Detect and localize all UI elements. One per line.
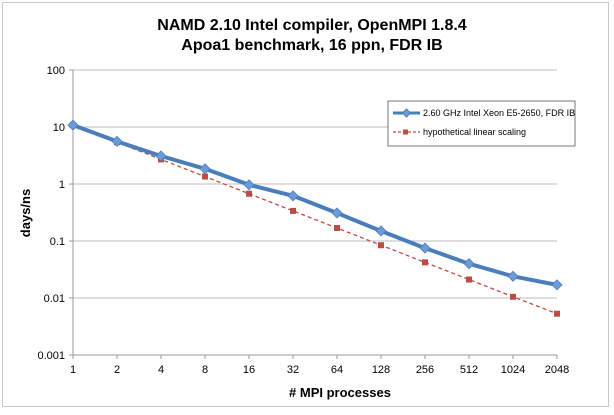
x-tick-label: 2048 [545, 364, 569, 376]
x-tick-label: 256 [416, 364, 434, 376]
chart-title-line-1: NAMD 2.10 Intel compiler, OpenMPI 1.8.4 [157, 17, 467, 34]
y-axis-label: days/ns [18, 189, 33, 237]
data-point-xeon [507, 270, 519, 282]
data-point-xeon [199, 163, 211, 175]
y-tick-label: 100 [47, 65, 65, 77]
chart-frame [2, 2, 609, 407]
data-point-xeon [243, 179, 255, 191]
x-tick-label: 8 [202, 364, 208, 376]
series-line-linear-scaling [72, 124, 558, 315]
data-point-linear-scaling [554, 310, 560, 317]
x-tick-label: 64 [331, 364, 343, 376]
data-point-linear-scaling [202, 173, 208, 180]
legend-box [387, 100, 576, 147]
x-tick-label: 2 [114, 364, 120, 376]
data-point-xeon [375, 225, 387, 237]
legend-label-series-2: hypothetical linear scaling [423, 127, 526, 137]
x-axis-label: # MPI processes [289, 385, 391, 400]
x-tick-label: 128 [372, 364, 390, 376]
x-tick-label: 1 [70, 364, 76, 376]
data-point-xeon [331, 207, 343, 219]
x-tick-label: 4 [158, 364, 164, 376]
data-point-linear-scaling [378, 242, 384, 249]
data-point-xeon [287, 190, 299, 202]
x-tick-label: 16 [243, 364, 255, 376]
data-point-xeon [111, 135, 123, 147]
y-tick-label: 0.001 [37, 350, 65, 362]
data-point-xeon [551, 279, 563, 291]
y-tick-label: 0.1 [50, 236, 65, 248]
y-tick-label: 0.01 [44, 293, 65, 305]
data-point-linear-scaling [334, 225, 340, 232]
y-tick-label: 10 [53, 122, 65, 134]
legend: 2.60 GHz Intel Xeon E5-2650, FDR IB hypo… [387, 100, 576, 147]
y-tick-label: 1 [59, 179, 65, 191]
legend-marker-series-1 [401, 108, 412, 118]
chart-title-line-2: Apoa1 benchmark, 16 ppn, FDR IB [181, 37, 442, 54]
legend-marker-series-2 [403, 129, 408, 135]
data-point-xeon [463, 258, 475, 270]
data-point-xeon [67, 119, 79, 131]
data-point-linear-scaling [246, 190, 252, 197]
data-point-linear-scaling [290, 207, 296, 214]
x-tick-label: 1024 [501, 364, 525, 376]
x-tick-label: 512 [460, 364, 478, 376]
x-tick-label: 32 [287, 364, 299, 376]
series-line-xeon [72, 123, 558, 287]
data-point-linear-scaling [466, 276, 472, 283]
data-point-linear-scaling [422, 259, 428, 266]
legend-label-series-1: 2.60 GHz Intel Xeon E5-2650, FDR IB [423, 108, 575, 118]
data-point-xeon [419, 242, 431, 254]
data-point-linear-scaling [510, 293, 516, 300]
data-point-xeon [155, 150, 167, 162]
